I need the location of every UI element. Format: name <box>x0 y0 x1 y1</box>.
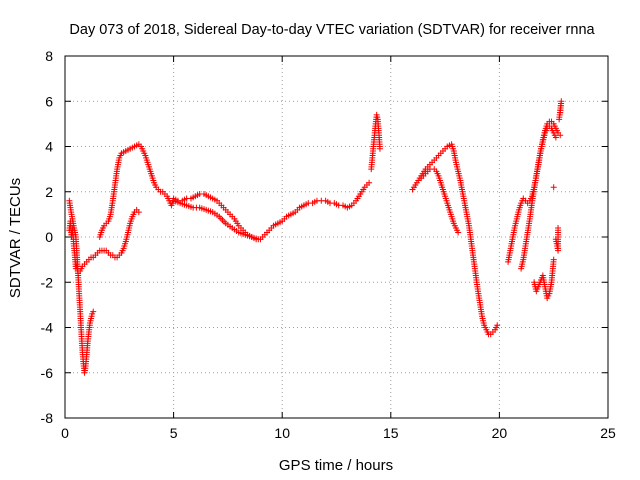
y-tick-label: 8 <box>45 48 53 64</box>
x-axis-label: GPS time / hours <box>279 457 393 474</box>
x-tick-label: 5 <box>170 425 178 441</box>
x-tick-label: 25 <box>600 425 616 441</box>
y-tick-label: 4 <box>45 139 53 155</box>
data-points <box>66 98 565 376</box>
data-point <box>555 224 562 231</box>
y-tick-label: 6 <box>45 93 53 109</box>
y-tick-label: -8 <box>41 410 54 426</box>
data-point <box>376 145 383 152</box>
data-point <box>366 179 373 186</box>
chart-title: Day 073 of 2018, Sidereal Day-to-day VTE… <box>69 22 595 38</box>
x-tick-label: 0 <box>61 425 69 441</box>
data-point <box>135 209 142 216</box>
y-tick-label: -6 <box>41 365 54 381</box>
grid-lines <box>65 56 608 418</box>
data-point <box>557 132 564 139</box>
y-tick-label: -4 <box>41 320 54 336</box>
data-point <box>255 236 262 243</box>
y-axis-label: SDTVAR / TECUs <box>7 178 24 298</box>
data-point <box>455 229 462 236</box>
y-tick-label: 2 <box>45 184 53 200</box>
tick-labels: 0 5 10 15 20 25 -8 -6 -4 -2 0 2 4 6 8 <box>41 48 616 441</box>
x-tick-label: 10 <box>274 425 290 441</box>
y-tick-label: 0 <box>45 229 53 245</box>
data-point <box>550 256 557 263</box>
data-point <box>90 308 97 315</box>
data-point <box>552 134 559 141</box>
x-tick-label: 20 <box>492 425 508 441</box>
x-tick-label: 15 <box>383 425 399 441</box>
data-point <box>494 322 501 329</box>
y-tick-label: -2 <box>41 274 54 290</box>
axis-ticks <box>64 55 609 419</box>
data-point <box>550 184 557 191</box>
data-point <box>556 116 563 123</box>
